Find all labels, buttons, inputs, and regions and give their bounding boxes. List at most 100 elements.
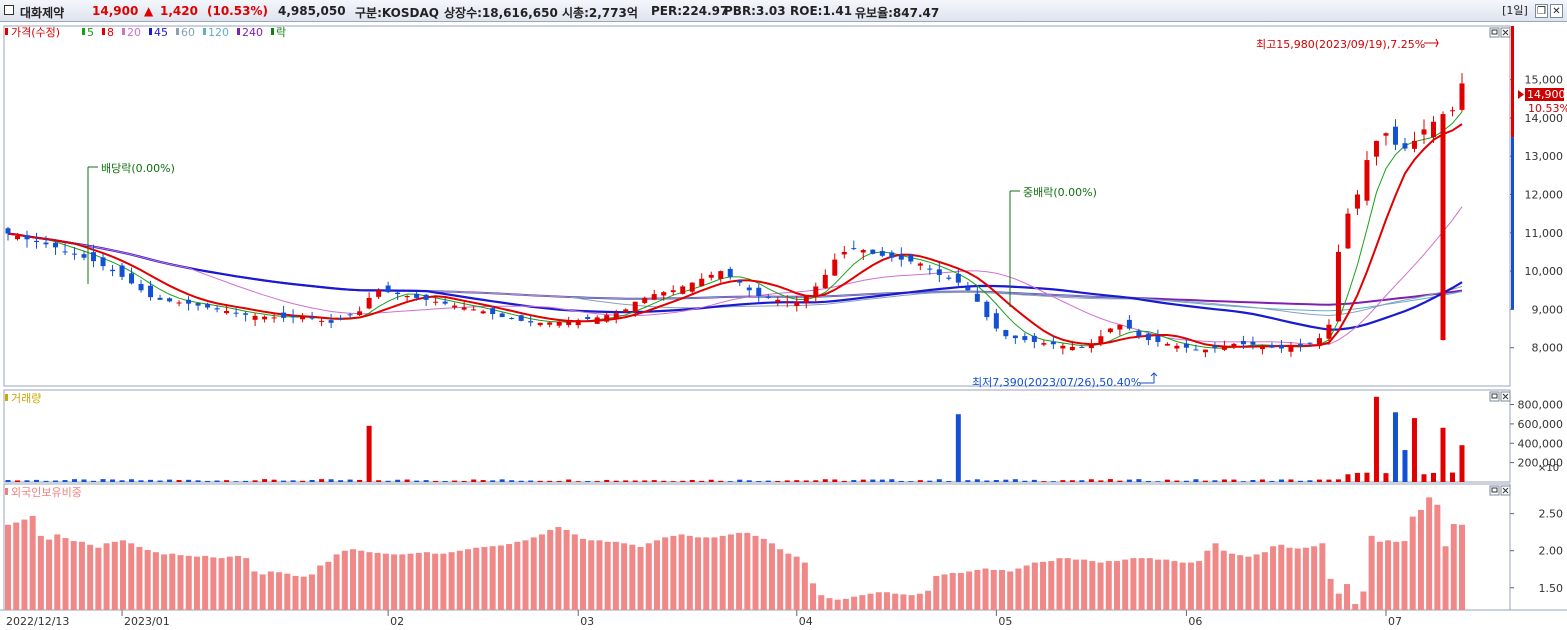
candle-body[interactable] — [974, 293, 980, 302]
candle-body[interactable] — [499, 313, 505, 318]
candle-body[interactable] — [1354, 194, 1360, 209]
candle-body[interactable] — [898, 254, 904, 260]
candle-body[interactable] — [300, 316, 306, 320]
candle-body[interactable] — [1373, 140, 1379, 157]
candle-body[interactable] — [623, 309, 629, 313]
candle-body[interactable] — [566, 320, 572, 325]
candle-body[interactable] — [613, 313, 619, 320]
candle-body[interactable] — [547, 322, 553, 325]
candle-body[interactable] — [167, 298, 173, 302]
candle-body[interactable] — [224, 310, 230, 314]
candle-body[interactable] — [708, 274, 714, 278]
candle-body[interactable] — [357, 311, 363, 316]
candle-body[interactable] — [556, 321, 562, 326]
candle-body[interactable] — [604, 315, 610, 322]
candle-body[interactable] — [471, 309, 477, 311]
candle-body[interactable] — [879, 251, 885, 256]
candle-body[interactable] — [718, 271, 724, 279]
candle-body[interactable] — [1288, 346, 1294, 352]
candle-body[interactable] — [233, 312, 239, 314]
candle-body[interactable] — [404, 296, 410, 298]
candle-body[interactable] — [1316, 338, 1322, 346]
candle-body[interactable] — [699, 278, 705, 287]
candle-body[interactable] — [119, 265, 125, 277]
candle-body[interactable] — [1193, 349, 1199, 351]
candle-body[interactable] — [1259, 345, 1265, 350]
candle-body[interactable] — [1402, 143, 1408, 149]
candle-body[interactable] — [157, 297, 163, 300]
candle-body[interactable] — [34, 240, 40, 242]
candle-body[interactable] — [822, 274, 828, 289]
candle-body[interactable] — [214, 308, 220, 310]
candle-body[interactable] — [860, 250, 866, 253]
candle-body[interactable] — [670, 290, 676, 293]
candle-body[interactable] — [946, 277, 952, 279]
candle-body[interactable] — [1003, 330, 1009, 337]
candle-body[interactable] — [1212, 345, 1218, 348]
candle-body[interactable] — [908, 254, 914, 262]
period-button[interactable]: [1일] — [1502, 4, 1528, 17]
candle-body[interactable] — [1117, 324, 1123, 330]
candle-body[interactable] — [955, 273, 961, 283]
candle-body[interactable] — [1345, 213, 1351, 249]
candle-body[interactable] — [889, 252, 895, 258]
candle-body[interactable] — [176, 302, 182, 304]
candle-body[interactable] — [1041, 343, 1047, 345]
candle-body[interactable] — [1430, 121, 1436, 138]
candle-body[interactable] — [1107, 328, 1113, 333]
candle-body[interactable] — [1392, 126, 1398, 145]
candle-body[interactable] — [537, 322, 543, 326]
candle-body[interactable] — [851, 248, 857, 250]
candle-body[interactable] — [1221, 345, 1227, 350]
candle-body[interactable] — [395, 292, 401, 295]
candle-body[interactable] — [737, 280, 743, 283]
candle-body[interactable] — [423, 294, 429, 300]
candle-body[interactable] — [917, 263, 923, 266]
candle-body[interactable] — [1269, 345, 1275, 348]
candle-body[interactable] — [984, 301, 990, 318]
close-icon[interactable]: ✕ — [1550, 4, 1563, 18]
candle-body[interactable] — [62, 251, 68, 253]
panel-maximize-icon[interactable] — [1489, 485, 1500, 496]
candle-body[interactable] — [1050, 341, 1056, 345]
candle-body[interactable] — [632, 301, 638, 313]
candle-body[interactable] — [110, 269, 116, 272]
candle-body[interactable] — [585, 317, 591, 319]
candle-body[interactable] — [1231, 343, 1237, 347]
candle-body[interactable] — [642, 297, 648, 303]
candle-body[interactable] — [319, 320, 325, 322]
candle-body[interactable] — [832, 259, 838, 276]
candle-body[interactable] — [205, 303, 211, 308]
candle-body[interactable] — [433, 301, 439, 303]
candle-body[interactable] — [775, 299, 781, 303]
candle-body[interactable] — [328, 320, 334, 323]
candle-body[interactable] — [376, 290, 382, 297]
candle-body[interactable] — [1183, 343, 1189, 348]
candle-body[interactable] — [1449, 110, 1455, 112]
candle-body[interactable] — [965, 287, 971, 291]
candle-body[interactable] — [186, 299, 192, 304]
candle-body[interactable] — [290, 315, 296, 318]
candle-body[interactable] — [1307, 342, 1313, 344]
candle-body[interactable] — [784, 301, 790, 303]
candle-body[interactable] — [993, 313, 999, 329]
candle-body[interactable] — [1098, 336, 1104, 345]
candle-body[interactable] — [338, 317, 344, 319]
candle-body[interactable] — [461, 307, 467, 310]
candle-body[interactable] — [414, 293, 420, 298]
restore-icon[interactable]: ❐ — [1535, 4, 1548, 18]
candle-body[interactable] — [15, 235, 21, 240]
candle-body[interactable] — [518, 315, 524, 321]
candle-body[interactable] — [81, 254, 87, 258]
candle-body[interactable] — [746, 287, 752, 291]
candle-body[interactable] — [43, 242, 49, 245]
candle-body[interactable] — [841, 251, 847, 255]
candle-body[interactable] — [1421, 129, 1427, 135]
candle-body[interactable] — [1136, 330, 1142, 337]
candle-body[interactable] — [575, 320, 581, 326]
candle-body[interactable] — [756, 287, 762, 296]
candle-body[interactable] — [1022, 336, 1028, 341]
candle-body[interactable] — [480, 311, 486, 314]
candle-body[interactable] — [1459, 83, 1465, 110]
candle-body[interactable] — [1297, 344, 1303, 346]
